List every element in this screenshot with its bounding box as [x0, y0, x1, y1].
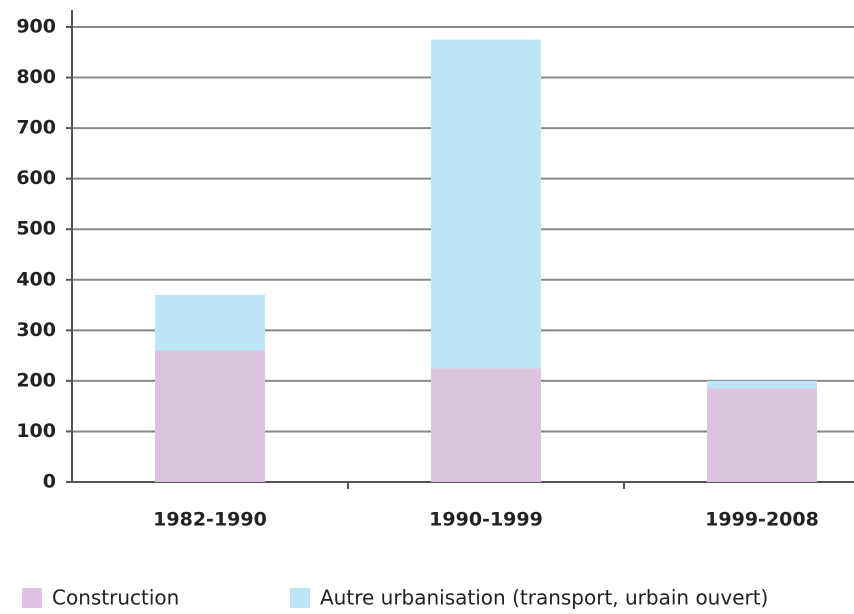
y-tick-label: 0: [43, 471, 56, 493]
bar-segment: [431, 368, 541, 482]
bar-segment: [155, 294, 265, 351]
bar-segment: [431, 39, 541, 369]
y-tick-label: 900: [16, 16, 56, 38]
legend-label: Autre urbanisation (transport, urbain ou…: [320, 586, 768, 610]
legend-label: Construction: [52, 586, 179, 610]
bar-segment: [707, 388, 817, 482]
legend-swatch: [22, 588, 42, 608]
legend-swatch: [290, 588, 310, 608]
y-tick-label: 400: [16, 268, 56, 290]
x-tick-label: 1982-1990: [153, 509, 267, 531]
y-tick-label: 600: [16, 167, 56, 189]
x-tick-label: 1999-2008: [705, 509, 819, 531]
y-tick-label: 700: [16, 117, 56, 139]
bar-segment: [155, 350, 265, 482]
y-tick-label: 100: [16, 420, 56, 442]
y-tick-label: 300: [16, 319, 56, 341]
x-tick-label: 1990-1999: [429, 509, 543, 531]
y-tick-label: 500: [16, 218, 56, 240]
y-tick-label: 200: [16, 369, 56, 391]
y-tick-label: 800: [16, 66, 56, 88]
bar-segment: [707, 380, 817, 389]
